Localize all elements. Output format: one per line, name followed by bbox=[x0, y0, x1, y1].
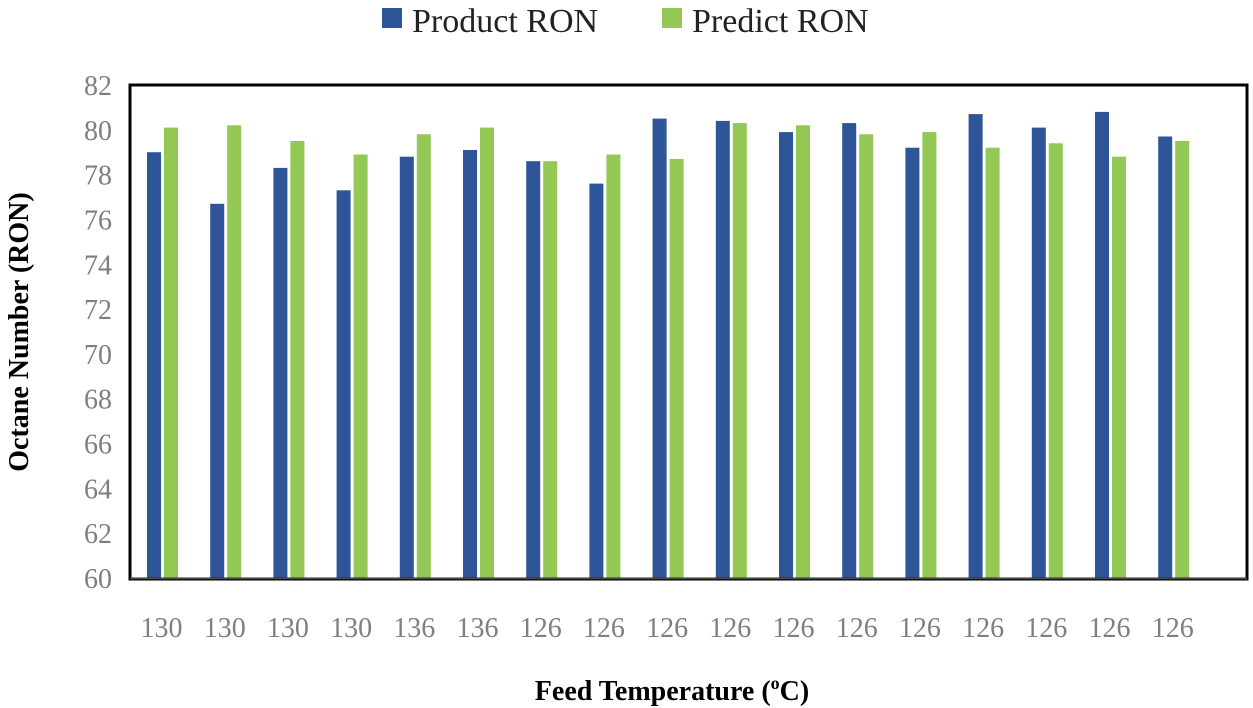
bar-predict-ron bbox=[922, 132, 937, 578]
x-axis-title-suffix: C) bbox=[780, 676, 810, 707]
x-axis-title-main: Feed Temperature ( bbox=[535, 676, 771, 707]
bar-product-ron bbox=[968, 114, 983, 578]
bar-predict-ron bbox=[1048, 143, 1063, 579]
bar-predict-ron bbox=[353, 154, 368, 578]
x-tick-label: 136 bbox=[393, 613, 435, 644]
y-tick-label: 66 bbox=[84, 430, 112, 461]
bar-predict-ron bbox=[290, 141, 305, 578]
y-tick-label: 82 bbox=[84, 71, 112, 102]
bar-predict-ron bbox=[416, 134, 431, 579]
bar-product-ron bbox=[842, 123, 857, 578]
bar-product-ron bbox=[1095, 111, 1109, 579]
y-tick-label: 78 bbox=[84, 161, 112, 192]
bar-predict-ron bbox=[480, 127, 494, 578]
x-tick-label: 126 bbox=[520, 613, 562, 644]
bar-product-ron bbox=[210, 203, 225, 579]
x-axis-title: Feed Temperature (oC) bbox=[535, 673, 809, 707]
bar-product-ron bbox=[463, 150, 477, 578]
bar-predict-ron bbox=[227, 125, 242, 579]
bar-predict-ron bbox=[985, 147, 1000, 578]
x-tick-label: 130 bbox=[141, 613, 183, 644]
bar-product-ron bbox=[336, 190, 351, 579]
y-tick-label: 68 bbox=[84, 385, 112, 416]
y-axis-ticks: 60 62 64 66 68 70 72 74 76 78 80 82 bbox=[84, 71, 112, 595]
x-tick-label: 126 bbox=[962, 613, 1004, 644]
legend: Product RON Predict RON bbox=[382, 3, 869, 40]
bar-predict-ron bbox=[669, 158, 684, 578]
bar-product-ron bbox=[273, 167, 288, 578]
x-tick-label: 130 bbox=[267, 613, 309, 644]
bar-predict-ron bbox=[859, 134, 874, 579]
bar-predict-ron bbox=[796, 125, 810, 579]
bar-product-ron bbox=[399, 156, 414, 578]
y-tick-label: 76 bbox=[84, 205, 112, 236]
bar-product-ron bbox=[1031, 127, 1046, 578]
legend-label-predict-ron: Predict RON bbox=[692, 3, 869, 40]
bar-product-ron bbox=[905, 147, 920, 578]
x-tick-label: 130 bbox=[330, 613, 372, 644]
bar-product-ron bbox=[779, 132, 793, 578]
x-tick-label: 126 bbox=[709, 613, 751, 644]
x-tick-label: 126 bbox=[646, 613, 688, 644]
x-tick-label: 126 bbox=[1152, 613, 1194, 644]
bar-predict-ron bbox=[606, 154, 621, 578]
y-axis-title: Octane Number (RON) bbox=[4, 192, 35, 471]
bar-predict-ron bbox=[1175, 141, 1190, 578]
y-tick-label: 80 bbox=[84, 116, 112, 147]
x-tick-label: 136 bbox=[457, 613, 499, 644]
bar-product-ron bbox=[715, 120, 730, 579]
x-tick-label: 126 bbox=[1089, 613, 1131, 644]
bar-predict-ron bbox=[732, 123, 747, 578]
y-tick-label: 60 bbox=[84, 564, 112, 595]
bar-product-ron bbox=[526, 161, 541, 578]
y-tick-label: 64 bbox=[84, 474, 112, 505]
x-tick-label: 126 bbox=[836, 613, 878, 644]
legend-swatch-predict-ron bbox=[662, 8, 682, 28]
bar-predict-ron bbox=[543, 161, 558, 578]
bar-product-ron bbox=[1158, 136, 1173, 578]
x-tick-label: 126 bbox=[583, 613, 625, 644]
x-tick-label: 126 bbox=[1025, 613, 1067, 644]
bar-product-ron bbox=[652, 118, 667, 578]
x-tick-label: 126 bbox=[773, 613, 815, 644]
bar-product-ron bbox=[589, 183, 604, 578]
bars bbox=[147, 111, 1190, 579]
y-tick-label: 72 bbox=[84, 295, 112, 326]
bar-product-ron bbox=[147, 152, 161, 578]
y-tick-label: 74 bbox=[84, 250, 112, 281]
x-tick-label: 130 bbox=[204, 613, 246, 644]
x-axis-ticks: 130 130 130 130 136 136 126 126 126 126 126 126 126 1… bbox=[141, 613, 1194, 644]
bar-predict-ron bbox=[1112, 156, 1126, 578]
legend-swatch-product-ron bbox=[382, 8, 402, 28]
bar-predict-ron bbox=[164, 127, 178, 578]
y-tick-label: 70 bbox=[84, 340, 112, 371]
legend-label-product-ron: Product RON bbox=[412, 3, 598, 40]
x-axis-title-superscript: o bbox=[771, 673, 780, 693]
y-tick-label: 62 bbox=[84, 519, 112, 550]
x-tick-label: 126 bbox=[899, 613, 941, 644]
